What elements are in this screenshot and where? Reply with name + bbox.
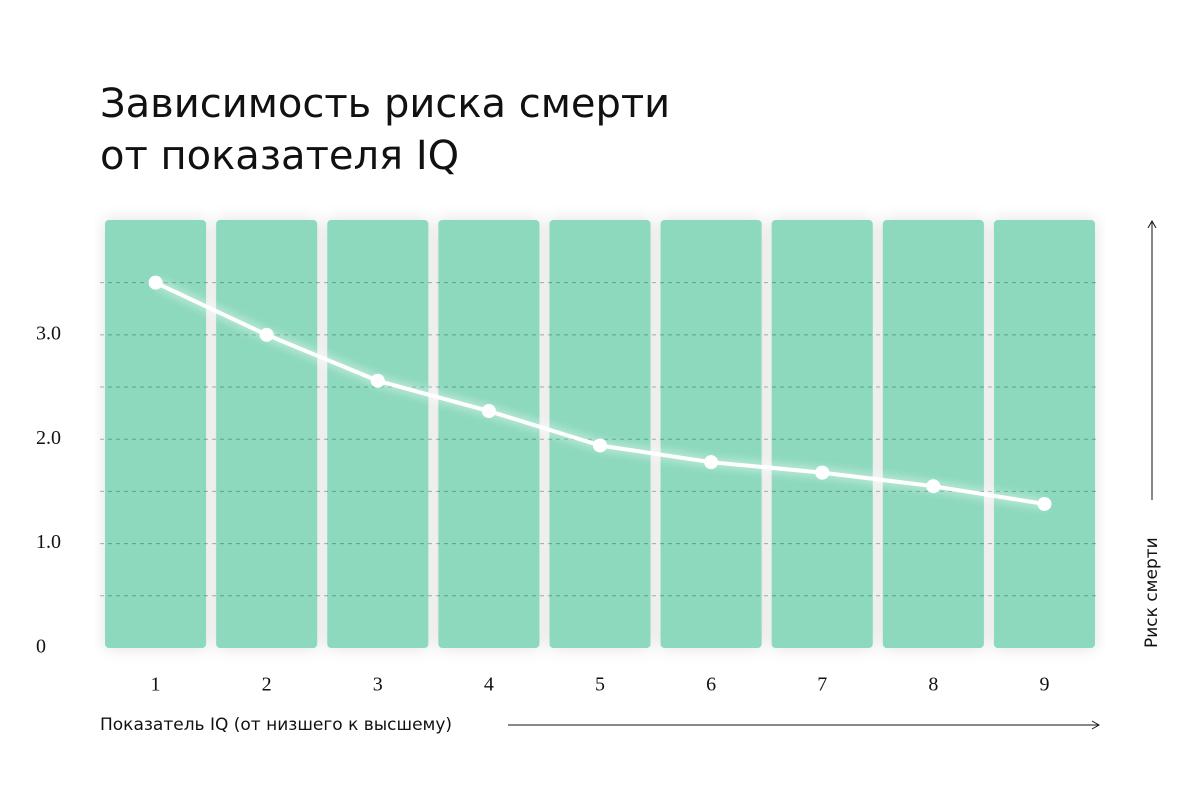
x-tick-label: 9	[1039, 674, 1049, 696]
x-tick-label: 8	[928, 674, 938, 696]
y-axis-arrow-head	[1147, 219, 1157, 229]
data-point	[259, 327, 274, 342]
x-tick-label: 5	[595, 674, 605, 696]
x-tick-label: 1	[151, 674, 161, 696]
data-point	[370, 373, 385, 388]
column-band	[105, 220, 207, 648]
y-tick-label: 0	[36, 636, 46, 658]
data-point	[148, 275, 163, 290]
column-band	[882, 220, 984, 648]
column-band	[771, 220, 873, 648]
x-tick-label: 4	[484, 674, 494, 696]
column-band	[327, 220, 429, 648]
x-tick-label: 6	[706, 674, 716, 696]
chart-title: от показателя IQ	[100, 133, 459, 179]
column-band	[660, 220, 762, 648]
x-tick-label: 3	[373, 674, 383, 696]
data-point	[815, 465, 830, 480]
x-tick-label: 2	[262, 674, 272, 696]
x-axis-label: Показатель IQ (от низшего к высшему)	[100, 715, 452, 735]
column-band	[549, 220, 651, 648]
x-tick-label: 7	[817, 674, 827, 696]
chart-title: Зависимость риска смерти	[100, 81, 670, 127]
data-point	[593, 438, 607, 453]
data-point	[481, 404, 496, 419]
column-band	[438, 220, 540, 648]
data-point	[1037, 496, 1052, 511]
y-tick-label: 3.0	[36, 322, 61, 344]
column-band	[993, 220, 1095, 648]
y-axis-label: Риск смерти	[1142, 537, 1162, 648]
y-tick-label: 1.0	[36, 531, 61, 553]
data-point	[926, 479, 941, 494]
data-point	[704, 455, 719, 470]
x-axis-arrow-head	[1091, 720, 1101, 730]
y-tick-label: 2.0	[36, 427, 61, 449]
column-band	[216, 220, 318, 648]
